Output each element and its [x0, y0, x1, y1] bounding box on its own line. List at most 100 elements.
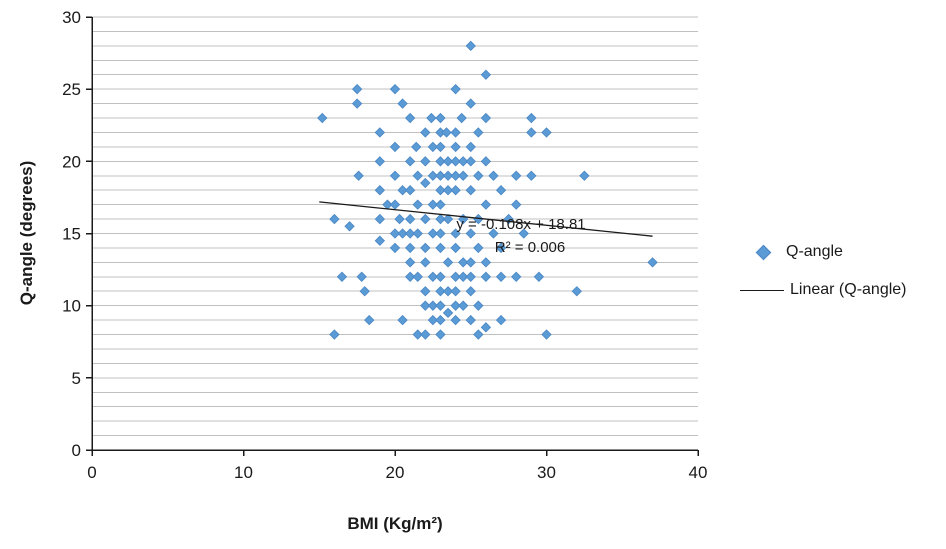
- data-point: [397, 314, 408, 326]
- x-tick-label: 20: [386, 463, 405, 482]
- data-point: [495, 271, 507, 282]
- data-point: [329, 213, 340, 225]
- data-point: [465, 185, 476, 196]
- data-point: [317, 112, 328, 124]
- data-point: [526, 170, 537, 181]
- y-tick-label: 10: [62, 297, 81, 316]
- data-point: [435, 300, 446, 311]
- data-point: [511, 199, 522, 210]
- data-point: [420, 156, 431, 167]
- data-point: [480, 69, 492, 80]
- data-point: [533, 271, 545, 282]
- data-point: [412, 271, 423, 282]
- data-point: [442, 170, 454, 181]
- data-point: [351, 98, 363, 109]
- data-point: [435, 314, 446, 326]
- data-point: [473, 242, 484, 254]
- data-point: [465, 156, 476, 167]
- trendline-equation: y = -0.108x + 18.81: [456, 216, 586, 233]
- data-point: [488, 170, 499, 181]
- data-point: [647, 257, 658, 268]
- data-point: [495, 314, 507, 326]
- data-point: [364, 314, 375, 326]
- data-point: [427, 141, 439, 153]
- data-point: [420, 213, 431, 225]
- data-point: [435, 329, 446, 340]
- x-tick-label: 40: [689, 463, 708, 482]
- data-point: [427, 314, 439, 326]
- data-point: [435, 112, 446, 124]
- data-point: [356, 271, 367, 282]
- data-point: [450, 170, 461, 181]
- data-point: [456, 112, 467, 124]
- data-point: [420, 286, 431, 297]
- data-point: [353, 170, 364, 181]
- data-point: [495, 242, 507, 254]
- trendline-marker-icon: [740, 289, 784, 291]
- data-point: [412, 329, 423, 340]
- data-point: [412, 170, 423, 181]
- data-point: [579, 170, 590, 181]
- data-point: [465, 98, 476, 109]
- data-point: [450, 141, 461, 153]
- trendline: [319, 201, 653, 237]
- y-tick-label: 20: [62, 152, 81, 171]
- data-point: [435, 242, 446, 254]
- y-tick-label: 25: [62, 80, 81, 99]
- data-point: [397, 228, 408, 239]
- data-point: [450, 314, 461, 326]
- data-point: [526, 127, 537, 138]
- data-point: [435, 271, 446, 282]
- diamond-marker-icon: [755, 244, 772, 260]
- data-point: [404, 185, 416, 196]
- data-point: [480, 322, 492, 333]
- data-point: [435, 170, 446, 181]
- data-point: [427, 199, 439, 210]
- data-point: [465, 228, 476, 239]
- y-tick-label: 15: [62, 225, 81, 244]
- data-point: [374, 127, 386, 138]
- data-point: [336, 271, 348, 282]
- data-point: [465, 40, 476, 52]
- data-point: [420, 257, 431, 268]
- data-point: [442, 257, 454, 268]
- x-axis-title: BMI (Kg/m²): [347, 514, 443, 533]
- data-point: [473, 300, 484, 311]
- data-point: [458, 156, 469, 167]
- data-point: [420, 242, 431, 254]
- x-tick-label: 10: [234, 463, 253, 482]
- data-point: [488, 228, 499, 239]
- data-point: [427, 300, 439, 311]
- data-point: [435, 213, 446, 225]
- data-point: [465, 257, 476, 268]
- data-point: [420, 300, 431, 311]
- data-point: [450, 242, 461, 254]
- data-point: [442, 156, 454, 167]
- data-point: [435, 199, 446, 210]
- trendline-r-squared: R² = 0.006: [494, 239, 566, 256]
- data-point: [435, 141, 446, 153]
- data-point: [411, 141, 422, 153]
- data-point: [389, 170, 401, 181]
- data-point: [473, 329, 484, 340]
- data-point: [503, 213, 514, 225]
- data-point: [442, 185, 454, 196]
- data-point: [420, 329, 431, 340]
- y-tick-label: 5: [72, 369, 81, 388]
- data-point: [404, 242, 416, 254]
- data-point: [526, 112, 537, 124]
- data-point: [389, 228, 401, 239]
- data-point: [389, 242, 401, 254]
- data-point: [442, 286, 454, 297]
- data-point: [473, 170, 484, 181]
- legend-item-q-angle: Q-angle: [740, 243, 907, 261]
- data-point: [404, 271, 416, 282]
- data-point: [541, 329, 552, 340]
- data-point: [374, 185, 386, 196]
- data-point: [458, 170, 469, 181]
- data-point: [359, 286, 370, 297]
- data-point: [435, 228, 446, 239]
- x-tick-label: 30: [537, 463, 556, 482]
